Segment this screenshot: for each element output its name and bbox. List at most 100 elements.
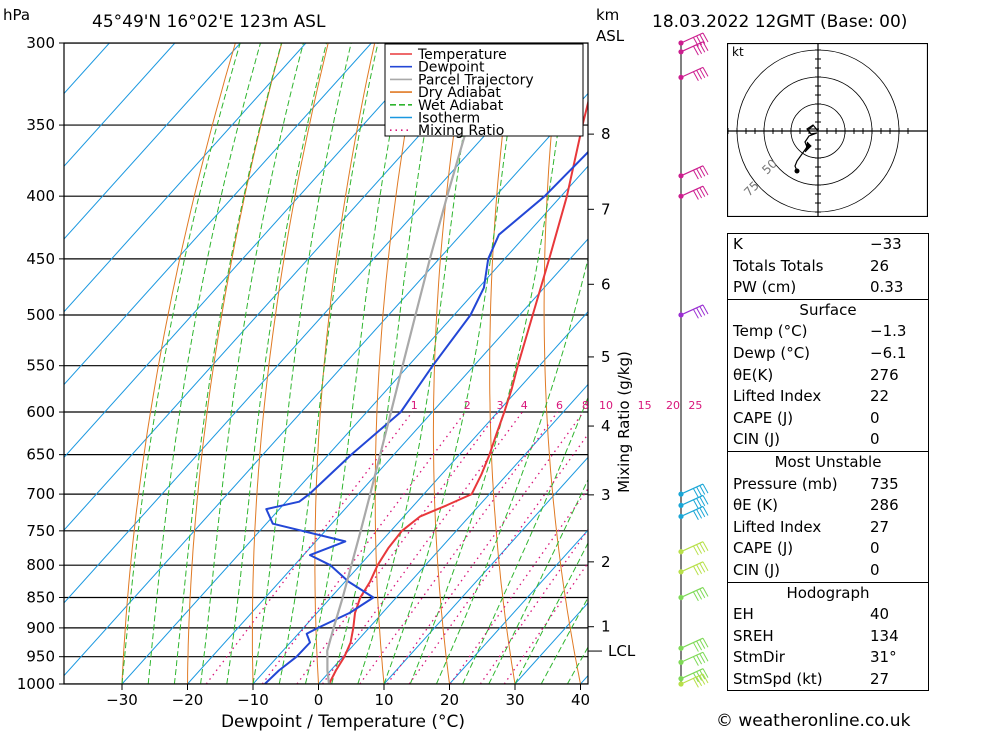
index-value: 286 [870,496,899,515]
index-value: 735 [870,474,899,493]
mixing-ratio-line [205,411,413,684]
index-value: 27 [870,517,890,536]
temperature-tick-label: 0 [314,691,324,709]
km-tick-label: 7 [601,200,611,218]
hodograph-row: StmDir 31° [728,647,928,669]
dry-adiabat-line [932,43,1000,684]
wind-barb-dot [678,659,684,665]
wet-adiabat-line [357,43,479,684]
storm-motion-arrow [807,125,819,130]
isotherm-line [318,383,588,684]
index-label: PW (cm) [733,278,797,297]
most-unstable-section-title: Most Unstable [728,450,928,474]
pressure-tick-label: 650 [26,446,55,464]
km-tick-label: 3 [601,486,611,504]
mixing-ratio-label: 6 [556,399,563,412]
mixing-ratio-line [261,411,466,684]
dry-adiabat-line [314,43,376,684]
wind-barb-shaft [680,32,704,44]
wind-barb-feather [692,565,699,576]
index-value: 22 [870,387,890,406]
mixing-ratio-line [359,411,559,684]
wind-barb-feather [699,167,706,177]
wind-barb [678,66,709,81]
wind-barb-feather [702,41,709,52]
wet-adiabat-line [304,43,408,684]
wind-barb-feather [692,678,699,688]
hodograph-section-title: Hodograph [728,581,928,605]
wind-barb-feather [692,488,699,498]
pressure-tick-label: 350 [26,116,55,134]
wet-adiabat-line [435,256,588,684]
dry-adiabat-line [543,43,581,684]
isotherm-line [64,43,569,604]
wet-adiabat-line [200,43,304,684]
index-label: θE (K) [733,496,778,515]
index-label: CAPE (J) [733,408,794,427]
index-value: −6.1 [870,343,907,362]
index-label: Temp (°C) [733,322,808,341]
index-label: CIN (J) [733,430,781,449]
mixing-ratio-label: 25 [688,399,702,412]
wind-barb-feather [696,188,703,199]
wind-barb-shaft [680,651,704,663]
wind-barb-feather [702,668,709,678]
mixing-ratio-line [479,528,588,684]
wind-barb-feather [692,45,699,56]
wind-barb [678,185,709,200]
pressure-tick-label: 750 [26,522,55,540]
wind-barb-dot [678,513,684,520]
wind-barb [678,541,709,556]
wind-barb-dot [678,49,684,55]
wind-barb-feather [692,510,699,521]
pressure-tick-label: 1000 [17,675,55,693]
wet-adiabat-line [121,43,241,684]
wind-barb-feather [696,486,703,497]
index-label: Lifted Index [733,387,822,406]
wet-adiabat-line [409,43,571,684]
wet-adiabat-line [252,43,352,684]
index-label: K [733,235,743,253]
surface-row: Temp (°C) −1.3 [728,321,928,343]
temperature-tick-label: 40 [571,691,590,709]
mixing-ratio-label: 10 [599,399,613,412]
wind-barb-feather [696,590,703,600]
wind-barb-feather [702,652,709,662]
wind-barb-feather [699,588,706,599]
isotherm-line [64,43,372,386]
index-value: 0 [870,539,880,558]
wind-barb [678,41,709,56]
most-unstable-row: Pressure (mb) 735 [728,474,928,496]
wind-barb-feather [699,507,706,518]
wind-barb-feather [692,656,699,666]
mixing-ratio-line [449,487,588,684]
wind-barb-shaft [680,673,704,685]
wind-barb-feather [696,676,703,687]
legend-label: Wet Adiabat [418,98,504,114]
legend-label: Dry Adiabat [418,85,501,101]
temperature-tick-label: 30 [505,691,524,709]
hodograph-trace [794,124,819,172]
mixing-ratio-label: 20 [666,399,680,412]
legend-label: Isotherm [418,111,480,127]
hpa-unit-label: hPa [3,6,31,24]
mixing-ratio-label: 2 [464,399,471,412]
most-unstable-row: CIN (J) 0 [728,560,928,582]
wind-barb-shaft [680,494,704,506]
wind-barb-feather [702,495,709,505]
mixing-ratio-line [386,411,584,684]
indices-table: K −33 Totals Totals 26 PW (cm) 0.33 Surface T… [727,233,929,692]
wind-barb-shaft [680,483,704,495]
wind-barb-feather [702,483,709,494]
dry-adiabat-line [251,43,329,684]
km-tick-label: 1 [601,618,611,636]
surface-row: CIN (J) 0 [728,429,928,451]
dry-adiabat-line [374,43,422,684]
top-row: Totals Totals 26 [728,256,928,278]
wind-barb-shaft [680,668,704,680]
dewpoint-line [264,150,588,684]
mixing-ratio-label: 3 [497,399,504,412]
x-axis-label: Dewpoint / Temperature (°C) [221,712,465,732]
pressure-tick-label: 450 [26,250,55,268]
surface-row: Lifted Index 22 [728,386,928,408]
